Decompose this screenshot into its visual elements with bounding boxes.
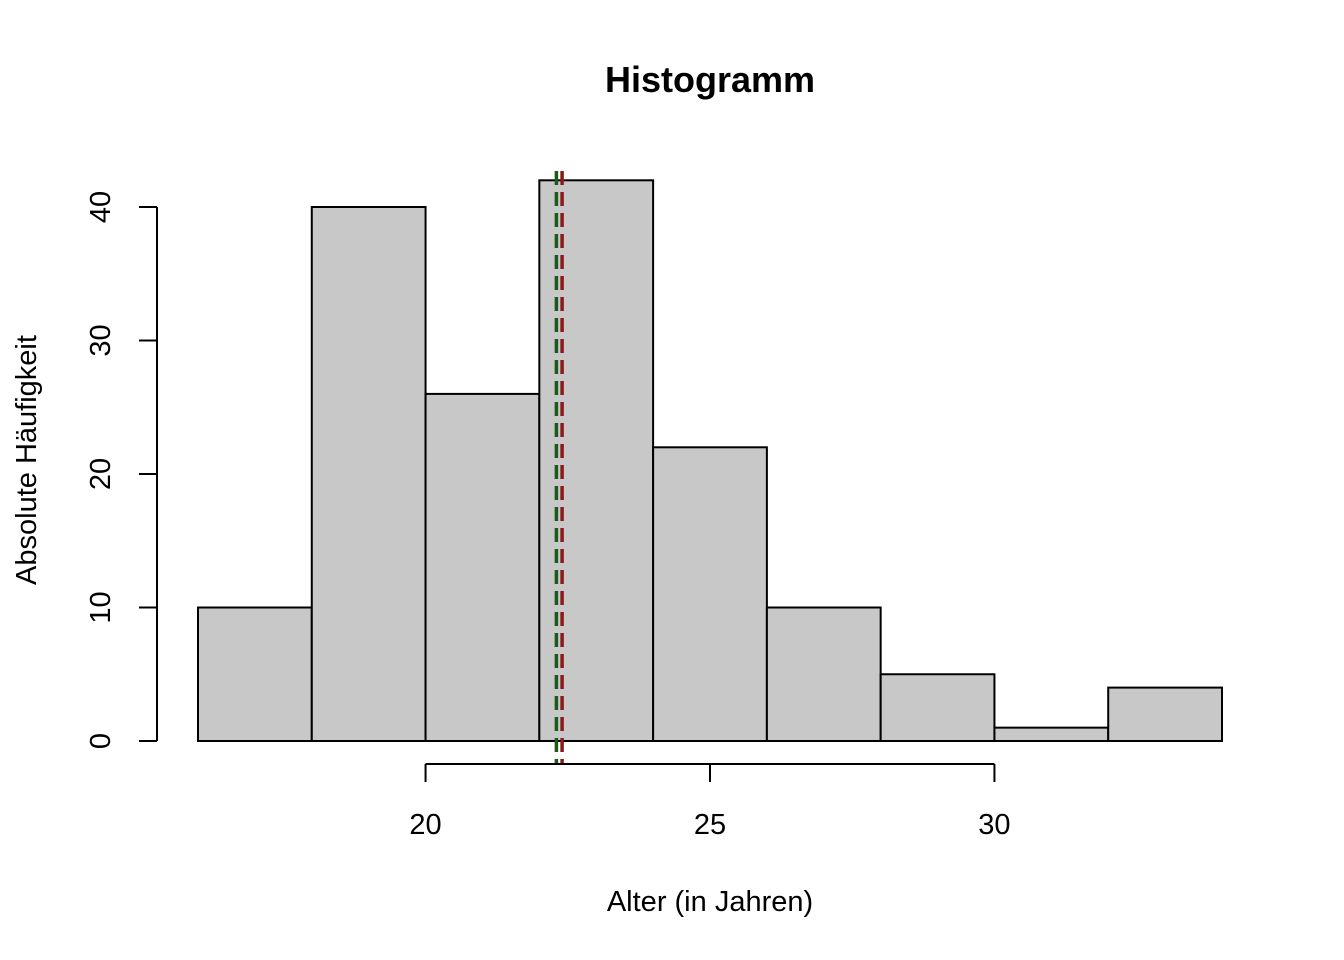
reference-lines — [554, 171, 564, 763]
histogram-bars — [197, 179, 1223, 743]
histogram-bar-6 — [765, 606, 882, 742]
x-tick-label-20: 20 — [409, 809, 441, 841]
x-axis-label: Alter (in Jahren) — [607, 886, 813, 918]
x-axis: 20 25 30 — [409, 763, 1011, 841]
y-axis-label: Absolute Häufigkeit — [11, 335, 43, 585]
y-tick-label-20: 20 — [85, 458, 117, 490]
histogram-bar-1 — [197, 606, 313, 742]
histogram-bar-4 — [538, 179, 655, 743]
histogram-bar-3 — [424, 392, 541, 742]
histogram-bar-8 — [993, 726, 1110, 743]
histogram-bar-7 — [879, 673, 996, 742]
y-tick-label-30: 30 — [85, 324, 117, 356]
x-tick-label-25: 25 — [694, 809, 726, 841]
y-tick-label-10: 10 — [85, 591, 117, 623]
y-tick-label-40: 40 — [85, 191, 117, 223]
histogram-bar-5 — [652, 446, 768, 742]
histogram-bar-9 — [1107, 686, 1223, 742]
x-tick-label-30: 30 — [978, 809, 1010, 841]
y-axis: 0 10 20 30 40 — [85, 191, 158, 749]
chart-title: Histogramm — [605, 59, 815, 100]
y-tick-label-0: 0 — [85, 733, 117, 749]
histogram-bar-2 — [310, 206, 427, 742]
